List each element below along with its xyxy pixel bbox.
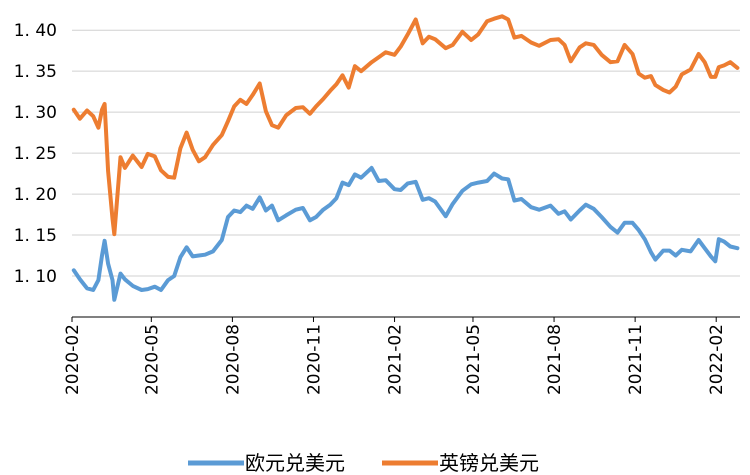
y-tick-label: 1. 40 xyxy=(14,21,57,41)
x-tick-label: 2020-02 xyxy=(63,324,83,395)
y-tick-label: 1. 30 xyxy=(14,103,57,123)
x-tick-label: 2020-08 xyxy=(223,324,243,395)
x-tick-label: 2020-05 xyxy=(142,324,162,395)
x-tick-label: 2020-11 xyxy=(304,324,324,395)
series-line xyxy=(71,14,740,237)
legend: 欧元兑美元 英镑兑美元 xyxy=(188,451,539,475)
y-tick-label: 1. 25 xyxy=(14,144,57,164)
x-tick-label: 2021-05 xyxy=(464,324,484,395)
x-tick-label: 2021-11 xyxy=(626,324,646,395)
y-tick-label: 1. 15 xyxy=(14,226,57,246)
grid-lines xyxy=(72,29,740,277)
x-tick-label: 2021-02 xyxy=(386,324,406,395)
x-axis-ticks: 2020-02 2020-05 2020-08 2020-11 2021-02 2021-… xyxy=(63,317,727,395)
series-lines xyxy=(71,14,740,302)
y-tick-label: 1. 10 xyxy=(14,267,57,287)
legend-label: 英镑兑美元 xyxy=(439,451,539,475)
legend-label: 欧元兑美元 xyxy=(245,451,345,475)
x-tick-label: 2021-08 xyxy=(545,324,565,395)
x-tick-label: 2022-02 xyxy=(707,324,727,395)
y-tick-label: 1. 35 xyxy=(14,62,57,82)
y-axis-tick-labels: 1. 10 1. 15 1. 20 1. 25 1. 30 1. 35 1. 40 xyxy=(14,21,57,287)
series-line xyxy=(71,165,740,302)
y-tick-label: 1. 20 xyxy=(14,185,57,205)
